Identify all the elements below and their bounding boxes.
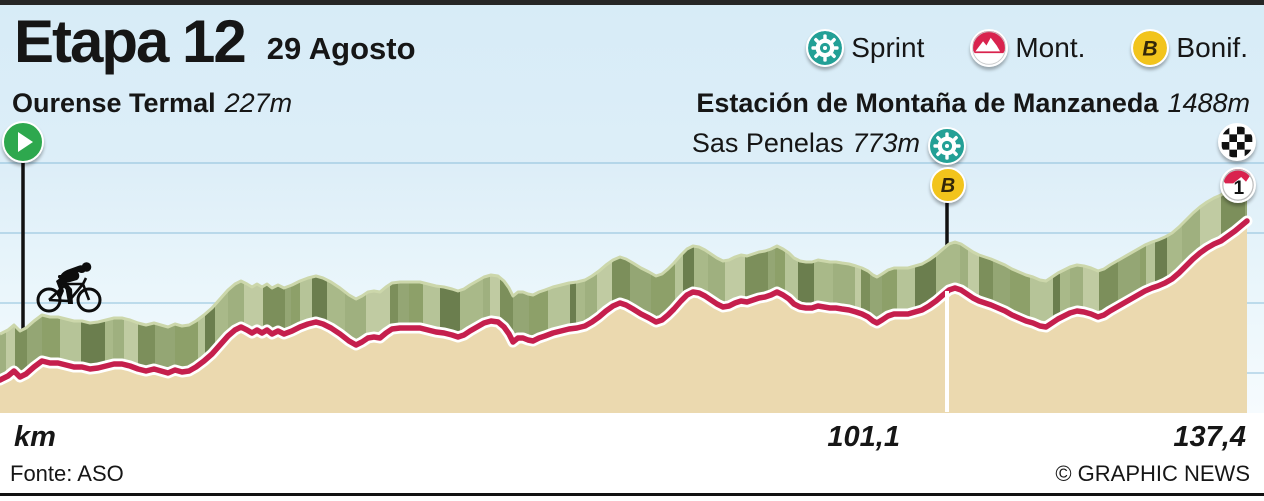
start-altitude: 227m (224, 88, 293, 118)
gridline (0, 232, 1264, 234)
stage-date: 29 Agosto (266, 31, 416, 66)
legend-item-sprint: Sprint (806, 29, 924, 67)
axis-unit-label: km (14, 421, 56, 453)
legend-label-bonus: Bonif. (1176, 32, 1248, 63)
bottom-border-bar (0, 493, 1264, 496)
gridline (0, 162, 1264, 164)
legend-label-sprint: Sprint (851, 32, 925, 63)
bonus-marker-icon: B (930, 167, 966, 203)
legend-label-mountain: Mont. (1015, 32, 1086, 63)
intermediate-label: Sas Penelas 773m (692, 128, 920, 159)
category-1-mountain-icon: 1 (1220, 167, 1256, 203)
legend: Sprint Mont. B Bonif. (806, 29, 1248, 67)
legend-item-mountain: Mont. (970, 29, 1085, 67)
header: Etapa 12 29 Agosto (14, 10, 416, 73)
bonus-letter: B (941, 175, 955, 197)
finish-label: Estación de Montaña de Manzaneda 1488m (696, 88, 1250, 119)
finish-altitude: 1488m (1167, 88, 1250, 118)
finish-checkered-flag-icon (1218, 123, 1256, 161)
source-credit: Fonte: ASO (10, 461, 124, 486)
start-label: Ourense Termal 227m (12, 88, 292, 119)
page-title: Etapa 12 (14, 8, 247, 75)
start-flag-icon (2, 121, 44, 163)
sprint-marker-icon (928, 127, 966, 165)
bonus-letter: B (1143, 37, 1158, 61)
finish-km-label: 137,4 (1173, 421, 1246, 453)
intermediate-altitude: 773m (852, 128, 920, 158)
mountain-category-number: 1 (1233, 178, 1244, 199)
start-name: Ourense Termal (12, 88, 216, 118)
legend-item-bonus: B Bonif. (1131, 29, 1248, 67)
finish-name: Estación de Montaña de Manzaneda (696, 88, 1159, 118)
graphic-news-credit: © GRAPHIC NEWS (1055, 461, 1250, 486)
cyclist-icon (36, 262, 102, 313)
sprint-icon (806, 29, 845, 67)
top-border-bar (0, 0, 1264, 5)
intermediate-name: Sas Penelas (691, 128, 844, 158)
bonus-icon: B (1131, 29, 1170, 67)
sprint-km-label: 101,1 (827, 421, 900, 453)
mountain-icon (970, 29, 1009, 67)
